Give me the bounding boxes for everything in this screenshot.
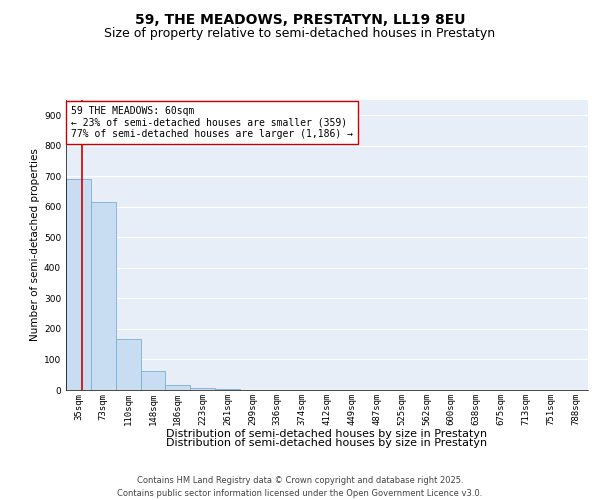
Bar	[140, 371, 166, 390]
Bar	[66, 180, 91, 390]
Y-axis label: Number of semi-detached properties: Number of semi-detached properties	[30, 148, 40, 342]
X-axis label: Distribution of semi-detached houses by size in Prestatyn: Distribution of semi-detached houses by …	[166, 429, 488, 439]
Text: Contains HM Land Registry data © Crown copyright and database right 2025.
Contai: Contains HM Land Registry data © Crown c…	[118, 476, 482, 498]
Bar	[166, 385, 190, 390]
Bar	[91, 202, 116, 390]
Bar	[190, 388, 215, 390]
Text: Size of property relative to semi-detached houses in Prestatyn: Size of property relative to semi-detach…	[104, 28, 496, 40]
Text: 59 THE MEADOWS: 60sqm
← 23% of semi-detached houses are smaller (359)
77% of sem: 59 THE MEADOWS: 60sqm ← 23% of semi-deta…	[71, 106, 353, 139]
Text: 59, THE MEADOWS, PRESTATYN, LL19 8EU: 59, THE MEADOWS, PRESTATYN, LL19 8EU	[135, 12, 465, 26]
Bar	[116, 338, 140, 390]
Text: Distribution of semi-detached houses by size in Prestatyn: Distribution of semi-detached houses by …	[166, 438, 488, 448]
